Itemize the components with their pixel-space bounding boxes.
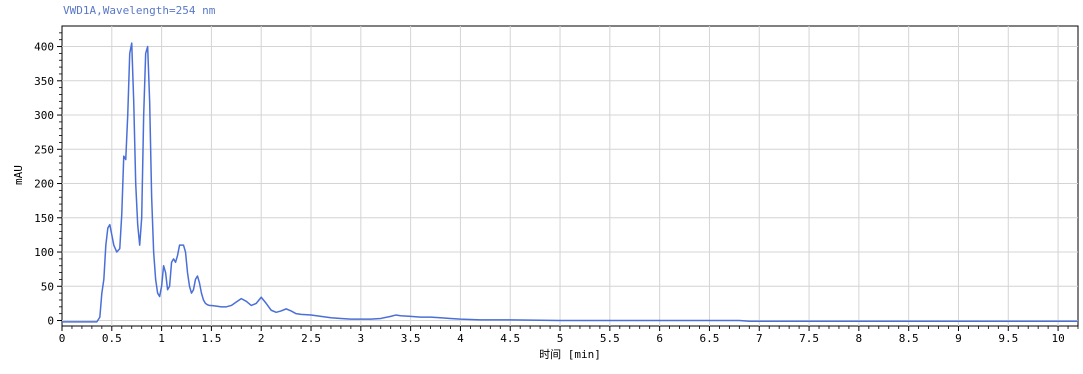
plot-area — [61, 25, 1079, 327]
y-axis-label: mAU — [12, 165, 25, 185]
axes: 0 0.5 1 1.5 2 2.5 3 3.5 4 4.5 5 5.5 6 6.5 7 7.5 8 8.5 9 9.5… — [34, 32, 1079, 345]
y-tick-label: 100 — [34, 246, 54, 259]
x-tick-label: 2.5 — [301, 332, 321, 345]
grid-lines — [62, 26, 1078, 326]
x-tick-label: 1 — [158, 332, 165, 345]
x-axis-label: 时间 [min] — [539, 348, 601, 361]
y-tick-label: 250 — [34, 143, 54, 156]
x-tick-label: 4.5 — [500, 332, 520, 345]
x-tick-label: 9.5 — [998, 332, 1018, 345]
x-tick-label: 5.5 — [600, 332, 620, 345]
x-tick-label: 6 — [656, 332, 663, 345]
y-tick-label: 50 — [41, 280, 54, 293]
x-tick-label: 10 — [1051, 332, 1064, 345]
x-tick-label: 5 — [557, 332, 564, 345]
x-tick-label: 7.5 — [799, 332, 819, 345]
x-tick-label: 6.5 — [700, 332, 720, 345]
x-tick-label: 7 — [756, 332, 763, 345]
x-tick-label: 9 — [955, 332, 962, 345]
series-line — [62, 42, 1078, 323]
x-tick-label: 4 — [457, 332, 464, 345]
x-tick-label: 3.5 — [401, 332, 421, 345]
y-tick-label: 0 — [47, 315, 54, 328]
x-tick-label: 0.5 — [102, 332, 122, 345]
x-tick-label: 1.5 — [201, 332, 221, 345]
y-tick-label: 150 — [34, 212, 54, 225]
y-tick-label: 300 — [34, 109, 54, 122]
x-tick-label: 0 — [59, 332, 66, 345]
x-tick-label: 8.5 — [899, 332, 919, 345]
y-tick-label: 400 — [34, 41, 54, 54]
y-tick-label: 350 — [34, 75, 54, 88]
x-tick-label: 3 — [358, 332, 365, 345]
x-tick-label: 8 — [856, 332, 863, 345]
x-tick-label: 2 — [258, 332, 265, 345]
y-tick-label: 200 — [34, 178, 54, 191]
chart-title: VWD1A,Wavelength=254 nm — [63, 4, 216, 17]
